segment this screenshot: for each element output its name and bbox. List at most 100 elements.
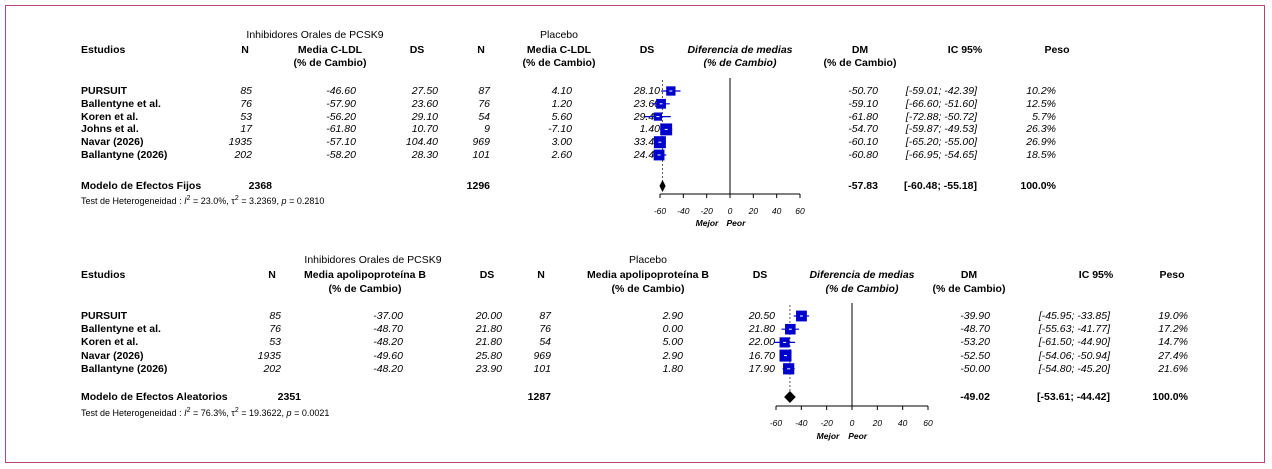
summary-diamond bbox=[784, 391, 796, 403]
study-name: Ballentyne et al. bbox=[81, 323, 161, 336]
summary-weight: 100.0% bbox=[1152, 391, 1188, 403]
summary-n2: 1296 bbox=[466, 180, 490, 192]
summary-label: Modelo de Efectos Aleatorios bbox=[81, 391, 228, 403]
dm-value: -50.00 bbox=[960, 362, 990, 375]
p-label: p bbox=[286, 408, 292, 418]
sd2-value: 24.40 bbox=[633, 149, 660, 161]
mean1-header: Media C-LDL bbox=[297, 44, 363, 56]
n1-value: 202 bbox=[234, 149, 252, 161]
n2-value: 101 bbox=[472, 149, 490, 161]
ci-value: [-59.87; -49.53] bbox=[905, 123, 977, 136]
tau2-value: = 19.3622, bbox=[238, 408, 287, 418]
group1-header: Inhibidores Orales de PCSK9 bbox=[304, 254, 442, 266]
i2-label: I bbox=[184, 408, 187, 418]
mean1-unit: (% de Cambio) bbox=[328, 283, 402, 295]
mean2-value: 2.90 bbox=[662, 310, 683, 322]
n1-value: 1935 bbox=[228, 136, 252, 149]
summary-n1: 2351 bbox=[277, 391, 301, 403]
n1-value: 85 bbox=[240, 85, 252, 97]
x-tick-label: -20 bbox=[701, 206, 714, 216]
n2-value: 101 bbox=[533, 362, 551, 375]
mean1-value: -49.60 bbox=[373, 349, 403, 362]
n2-value: 76 bbox=[539, 323, 551, 336]
ci-header: IC 95% bbox=[1078, 269, 1114, 281]
heterogeneity-test: Test de Heterogeneidad : I2 = 23.0%, τ2 … bbox=[81, 195, 324, 206]
n1-value: 76 bbox=[269, 323, 281, 336]
sd1-value: 104.40 bbox=[405, 136, 438, 149]
group1-header: Inhibidores Orales de PCSK9 bbox=[246, 29, 384, 41]
n2-value: 87 bbox=[539, 310, 551, 322]
sd2-value: 33.40 bbox=[633, 136, 660, 149]
weight-value: 10.2% bbox=[1026, 85, 1056, 97]
n2-header: N bbox=[537, 269, 545, 281]
summary-diamond bbox=[659, 180, 666, 192]
axis-left-label: Mejor bbox=[696, 218, 719, 228]
mean1-value: -57.10 bbox=[326, 136, 356, 149]
mean2-unit: (% de Cambio) bbox=[611, 283, 685, 295]
p-label: p bbox=[281, 196, 287, 206]
ci-value: [-66.60; -51.60] bbox=[905, 97, 977, 110]
dm-unit: (% de Cambio) bbox=[823, 57, 897, 69]
sd1-value: 23.90 bbox=[475, 362, 502, 375]
ds2-header: DS bbox=[752, 269, 768, 281]
mean2-value: 5.00 bbox=[662, 336, 683, 349]
mean1-unit: (% de Cambio) bbox=[293, 57, 367, 69]
mean1-value: -37.00 bbox=[373, 310, 403, 322]
mean2-value: 1.80 bbox=[662, 362, 683, 375]
weight-value: 26.3% bbox=[1026, 123, 1056, 136]
sd1-value: 23.60 bbox=[411, 97, 438, 110]
study-name: PURSUIT bbox=[81, 85, 128, 97]
sd2-value: 16.70 bbox=[748, 349, 775, 362]
study-name: Ballantyne (2026) bbox=[81, 362, 168, 375]
sd1-value: 29.10 bbox=[411, 110, 438, 123]
mean2-value: 3.00 bbox=[551, 136, 572, 149]
sd2-value: 20.50 bbox=[748, 310, 775, 322]
n2-value: 76 bbox=[478, 97, 490, 110]
x-tick-label: -40 bbox=[677, 206, 690, 216]
mean1-value: -46.60 bbox=[326, 85, 356, 97]
tau2-sup: 2 bbox=[234, 407, 239, 414]
n1-value: 76 bbox=[240, 97, 252, 110]
plot-title: Diferencia de medias bbox=[687, 44, 793, 56]
n2-value: 9 bbox=[484, 123, 490, 136]
weight-value: 5.7% bbox=[1032, 110, 1056, 123]
sd1-value: 21.80 bbox=[475, 323, 502, 336]
n2-header: N bbox=[477, 44, 485, 56]
mean2-unit: (% de Cambio) bbox=[522, 57, 596, 69]
x-tick-label: -60 bbox=[654, 206, 667, 216]
sd1-value: 28.30 bbox=[411, 149, 438, 161]
weight-header: Peso bbox=[1159, 269, 1185, 281]
i2-sup: 2 bbox=[186, 407, 191, 414]
n2-value: 969 bbox=[472, 136, 490, 149]
tau2-value: = 3.2369, bbox=[238, 196, 282, 206]
n1-value: 202 bbox=[263, 362, 281, 375]
x-tick-label: 0 bbox=[728, 206, 733, 216]
ci-header: IC 95% bbox=[947, 44, 983, 56]
x-tick-label: 20 bbox=[748, 206, 759, 216]
x-tick-label: 40 bbox=[772, 206, 782, 216]
i2-sup: 2 bbox=[186, 195, 191, 202]
heterogeneity-prefix: Test de Heterogeneidad : bbox=[81, 196, 185, 206]
mean1-value: -61.80 bbox=[326, 123, 356, 136]
dm-value: -60.10 bbox=[848, 136, 878, 149]
mean1-value: -56.20 bbox=[326, 110, 356, 123]
weight-value: 27.4% bbox=[1158, 349, 1188, 362]
n2-value: 54 bbox=[539, 336, 551, 349]
mean2-value: 2.60 bbox=[551, 149, 572, 161]
mean1-value: -58.20 bbox=[326, 149, 356, 161]
weight-header: Peso bbox=[1044, 44, 1070, 56]
studies-header: Estudios bbox=[81, 269, 126, 281]
weight-value: 18.5% bbox=[1026, 149, 1056, 161]
mean2-value: 5.60 bbox=[551, 110, 572, 123]
plot-unit: (% de Cambio) bbox=[825, 283, 899, 295]
n1-value: 17 bbox=[240, 123, 252, 136]
axis-right-label: Peor bbox=[727, 218, 747, 228]
ci-value: [-66.95; -54.65] bbox=[905, 149, 977, 161]
i2-label: I bbox=[184, 196, 187, 206]
mean1-value: -48.20 bbox=[373, 362, 403, 375]
i2-value: = 23.0%, bbox=[190, 196, 232, 206]
x-tick-label: -20 bbox=[821, 418, 834, 428]
sd2-value: 17.90 bbox=[748, 362, 775, 375]
plot-unit: (% de Cambio) bbox=[703, 57, 777, 69]
